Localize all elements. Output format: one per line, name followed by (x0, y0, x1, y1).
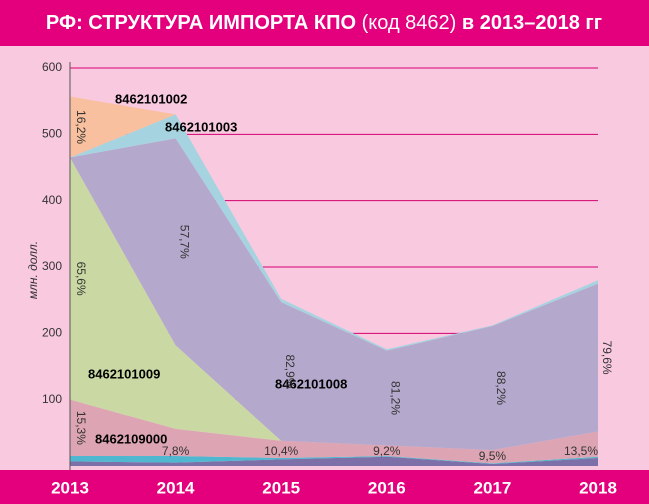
share-label: 9,5% (479, 449, 507, 463)
y-tick-label: 100 (42, 392, 62, 406)
share-label: 15,3% (74, 411, 88, 445)
area (70, 456, 598, 466)
x-tick-label: 2016 (368, 478, 406, 497)
x-axis-bar (0, 470, 649, 504)
y-axis-label: млн. долл. (26, 241, 40, 299)
y-tick-label: 600 (42, 60, 62, 74)
series-label: 8462101003 (165, 119, 237, 134)
share-label: 16,2% (74, 110, 88, 144)
title-period: в 2013–2018 гг (462, 12, 602, 34)
chart-title: РФ: СТРУКТУРА ИМПОРТА КПО (код 8462) в 2… (46, 12, 602, 34)
share-label: 88,2% (494, 371, 508, 405)
x-tick-label: 2015 (262, 478, 300, 497)
series-label: 8462101009 (88, 366, 160, 381)
area (70, 96, 598, 350)
series-label: 8462101008 (275, 376, 347, 391)
x-tick-label: 2014 (157, 478, 195, 497)
y-tick-label: 400 (42, 193, 62, 207)
y-tick-label: 300 (42, 259, 62, 273)
share-label: 57,7% (177, 225, 191, 259)
share-label: 13,5% (564, 444, 598, 458)
share-label: 65,6% (74, 262, 88, 296)
title-main: РФ: СТРУКТУРА ИМПОРТА КПО (46, 12, 356, 34)
title-note: (код 8462) (362, 12, 457, 34)
area (70, 399, 598, 464)
share-label: 79,6% (600, 341, 614, 375)
share-label: 9,2% (373, 444, 401, 458)
share-label: 7,8% (162, 444, 190, 458)
area (70, 157, 598, 451)
x-tick-label: 2018 (579, 478, 617, 497)
area (70, 114, 598, 351)
title-bar (0, 0, 649, 46)
share-label: 10,4% (264, 444, 298, 458)
share-label: 81,2% (389, 381, 403, 415)
x-tick-label: 2017 (473, 478, 511, 497)
share-label: 82,9% (283, 354, 297, 388)
y-tick-label: 500 (42, 127, 62, 141)
series-label: 8462101002 (115, 91, 187, 106)
y-tick-label: 200 (42, 326, 62, 340)
area (70, 138, 598, 451)
series-label: 8462109000 (95, 431, 167, 446)
area (70, 456, 598, 465)
x-tick-label: 2013 (51, 478, 89, 497)
